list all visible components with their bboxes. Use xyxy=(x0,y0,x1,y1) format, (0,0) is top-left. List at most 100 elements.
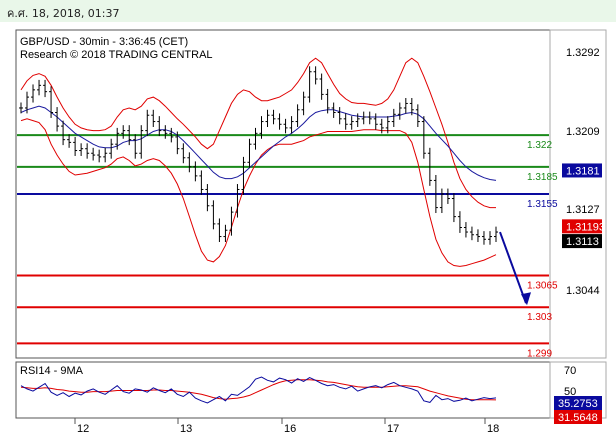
price-bar xyxy=(373,113,378,130)
price-bar xyxy=(445,188,450,204)
price-bar xyxy=(469,226,474,241)
price-bar xyxy=(325,88,330,114)
price-bar xyxy=(199,170,204,195)
price-bar xyxy=(343,113,348,130)
price-bar xyxy=(289,116,294,134)
price-bar xyxy=(295,104,300,127)
price-tag-box xyxy=(562,219,602,234)
price-bar xyxy=(487,231,492,245)
price-bar xyxy=(265,109,270,127)
price-bar xyxy=(85,143,90,159)
price-bar xyxy=(391,108,396,127)
price-bar xyxy=(331,102,336,118)
price-bar xyxy=(235,184,240,218)
price-tag-box xyxy=(562,234,602,249)
rsi-title: RSI14 - 9MA xyxy=(20,365,84,377)
price-bar xyxy=(73,136,78,156)
level-label: 1.3065 xyxy=(527,281,558,292)
y-tick-label: 1.3209 xyxy=(566,126,600,138)
price-bar xyxy=(121,125,126,139)
price-bar xyxy=(427,147,432,186)
chart-title: GBP/USD - 30min - 3:36:45 (CET) xyxy=(20,36,188,48)
price-bar xyxy=(49,86,54,118)
price-tags: 1.3181 1.31193 1.3113 35.2753 31.5648 xyxy=(554,163,605,424)
y-tick-label: 1.3044 xyxy=(566,285,600,297)
price-bar xyxy=(259,116,264,139)
price-bar xyxy=(103,147,108,163)
price-bar xyxy=(481,231,486,245)
price-bar xyxy=(319,73,324,100)
price-bar xyxy=(385,116,390,134)
price-bar xyxy=(463,222,468,238)
price-bar xyxy=(115,127,120,150)
price-bar xyxy=(169,127,174,143)
support-resistance-levels: 1.322 1.3185 1.3155 1.3065 1.303 1.299 xyxy=(17,134,558,359)
price-bar xyxy=(217,218,222,242)
price-bar xyxy=(355,113,360,127)
price-tag-label: 1.3181 xyxy=(566,165,600,177)
x-tick-label: 16 xyxy=(284,423,296,435)
price-bar xyxy=(205,184,210,212)
price-bar xyxy=(175,131,180,155)
price-bar xyxy=(475,229,480,242)
price-bar xyxy=(494,226,498,242)
price-bar xyxy=(409,98,414,116)
x-tick-label: 18 xyxy=(487,423,499,435)
price-bar xyxy=(307,66,312,103)
price-series xyxy=(19,57,531,306)
price-bar xyxy=(313,66,318,85)
price-bar xyxy=(43,79,48,98)
price-bar xyxy=(277,113,282,130)
forecast-arrow-head xyxy=(521,292,531,306)
price-bar xyxy=(91,147,96,161)
price-bar xyxy=(457,211,462,233)
price-bar xyxy=(271,109,276,125)
price-bar xyxy=(139,125,144,159)
price-tag-label: 1.31193 xyxy=(566,221,605,233)
price-bar xyxy=(379,118,384,134)
price-bar xyxy=(211,200,216,230)
y-tick-label: 1.3292 xyxy=(566,47,600,59)
price-bar xyxy=(25,91,30,114)
price-bar xyxy=(421,116,426,159)
price-bar xyxy=(367,111,372,125)
price-bar xyxy=(337,107,342,125)
x-tick-label: 17 xyxy=(387,423,399,435)
rsi-tag-label: 35.2753 xyxy=(558,398,598,410)
price-bar xyxy=(133,134,138,159)
moving-average-line xyxy=(20,105,497,181)
price-bar xyxy=(253,127,258,150)
forecast-arrow xyxy=(499,231,527,304)
price-bar xyxy=(229,206,234,236)
price-bar xyxy=(163,125,168,139)
price-bar xyxy=(415,104,420,127)
price-bar xyxy=(241,156,246,195)
price-bar xyxy=(37,79,42,96)
price-bar xyxy=(433,174,438,214)
price-axis xyxy=(549,29,607,359)
level-label: 1.3155 xyxy=(527,199,558,210)
rsi-tag-box xyxy=(554,410,602,424)
price-bar xyxy=(301,91,306,116)
price-bar xyxy=(181,143,186,164)
bollinger-upper-line xyxy=(20,57,496,209)
x-tick-label: 12 xyxy=(77,423,89,435)
price-bar xyxy=(67,134,72,148)
price-bar xyxy=(31,84,36,103)
price-bar xyxy=(283,118,288,134)
price-bar xyxy=(145,109,150,137)
rsi-tick-label: 70 xyxy=(564,365,576,377)
rsi-tag-box xyxy=(554,396,602,410)
price-bar xyxy=(157,116,162,137)
x-tick-label: 13 xyxy=(180,423,192,435)
price-bar xyxy=(349,116,354,130)
timestamp-label: ค.ศ. 18, 2018, 01:37 xyxy=(7,7,120,20)
level-label: 1.303 xyxy=(527,312,552,323)
rsi-line xyxy=(20,376,497,404)
rsi-tick-label: 50 xyxy=(564,386,576,398)
y-tick-label: 1.3127 xyxy=(566,204,600,216)
price-bar xyxy=(361,111,366,125)
price-bar xyxy=(439,188,444,214)
level-label: 1.3185 xyxy=(527,172,558,183)
